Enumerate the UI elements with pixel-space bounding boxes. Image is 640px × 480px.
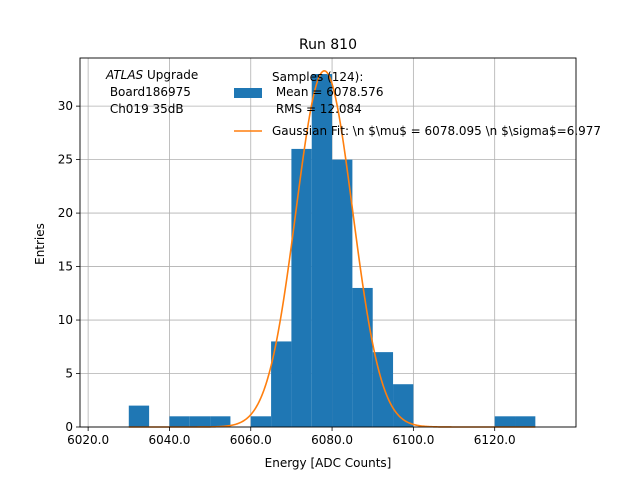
histogram-bar-3 bbox=[189, 416, 211, 427]
atlas-annotation: ATLAS Upgrade Board186975 Ch019 35dB bbox=[105, 68, 198, 116]
histogram-bar-6 bbox=[250, 416, 272, 427]
x-axis-label: Energy [ADC Counts] bbox=[265, 456, 392, 470]
y-tick-label-6: 30 bbox=[58, 99, 73, 113]
histogram-bar-13 bbox=[393, 384, 414, 427]
y-tick-label-4: 20 bbox=[58, 206, 73, 220]
histogram-bar-19 bbox=[515, 416, 536, 427]
x-axis-ticks: 6020.0 6040.0 6060.0 6080.0 6100.0 6120.0 bbox=[67, 427, 516, 447]
x-tick-label-0: 6020.0 bbox=[67, 433, 109, 447]
annotation-line-2: Board186975 bbox=[106, 85, 191, 99]
y-tick-label-3: 15 bbox=[58, 260, 73, 274]
histogram-bar-2 bbox=[169, 416, 190, 427]
legend: Samples (124): Mean = 6078.576 RMS = 12.… bbox=[234, 70, 601, 138]
histogram-bar-7 bbox=[271, 341, 292, 427]
histogram-bar-4 bbox=[210, 416, 231, 427]
histogram-bar-10 bbox=[332, 159, 353, 427]
y-tick-label-1: 5 bbox=[65, 367, 73, 381]
legend-histogram-line-1: Samples (124): bbox=[272, 70, 363, 84]
x-tick-label-2: 6060.0 bbox=[230, 433, 272, 447]
histogram-bar-0 bbox=[128, 405, 150, 427]
legend-histogram-line-2: Mean = 6078.576 bbox=[272, 85, 383, 99]
legend-histogram-line-3: RMS = 12.084 bbox=[272, 102, 362, 116]
y-axis-ticks: 0 5 10 15 20 25 30 bbox=[58, 99, 80, 434]
y-tick-label-0: 0 bbox=[65, 420, 73, 434]
histogram-bar-8 bbox=[291, 148, 312, 428]
y-axis-label: Entries bbox=[33, 223, 47, 265]
x-tick-label-4: 6100.0 bbox=[392, 433, 434, 447]
legend-fit-label: Gaussian Fit: \n $\mu$ = 6078.095 \n $\s… bbox=[272, 124, 601, 138]
legend-histogram-swatch bbox=[234, 88, 262, 98]
histogram-bars bbox=[128, 74, 536, 428]
chart-title: Run 810 bbox=[299, 37, 357, 53]
axes-frame bbox=[79, 57, 577, 428]
histogram-bar-9 bbox=[311, 74, 333, 427]
x-tick-label-3: 6080.0 bbox=[311, 433, 353, 447]
histogram-bar-12 bbox=[372, 352, 394, 427]
histogram-bar-18 bbox=[494, 416, 516, 427]
annotation-line-1: ATLAS Upgrade bbox=[105, 68, 198, 82]
x-tick-label-5: 6120.0 bbox=[474, 433, 516, 447]
y-tick-label-5: 25 bbox=[58, 153, 73, 167]
y-tick-label-2: 10 bbox=[58, 313, 73, 327]
x-tick-label-1: 6040.0 bbox=[148, 433, 190, 447]
histogram-bar-11 bbox=[352, 287, 373, 427]
annotation-line-3: Ch019 35dB bbox=[106, 102, 184, 116]
